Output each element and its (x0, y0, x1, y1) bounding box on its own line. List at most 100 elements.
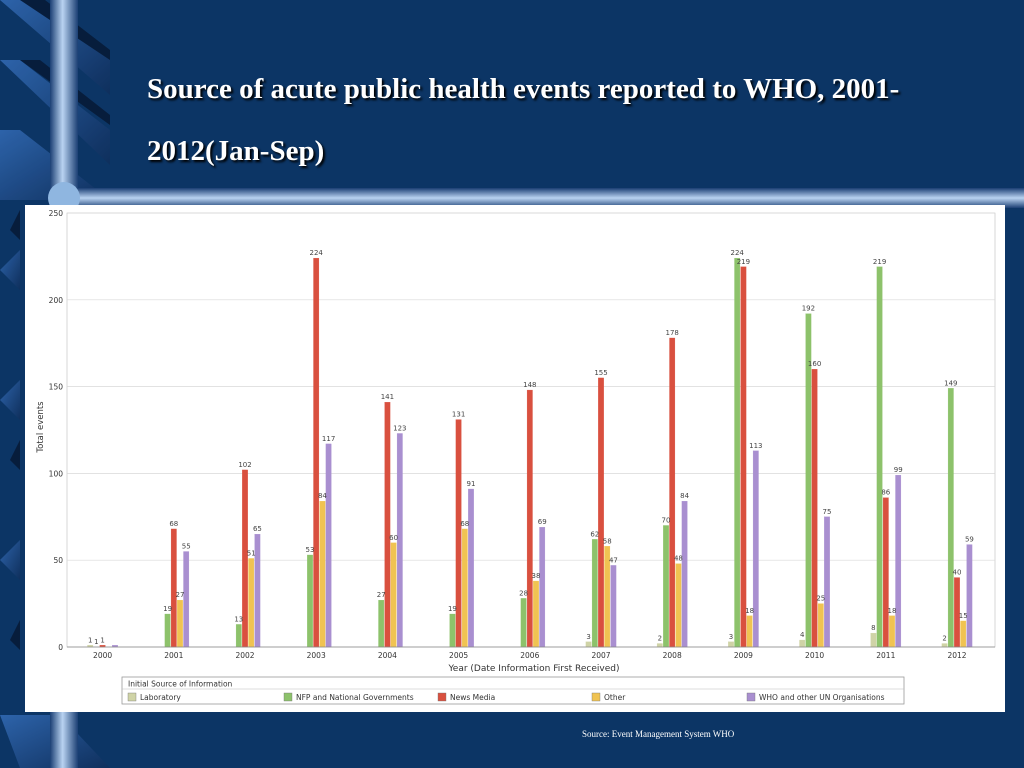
legend-label: News Media (450, 693, 495, 702)
legend-swatch (127, 692, 137, 702)
data-label: 19 (163, 605, 172, 613)
bar (533, 580, 539, 648)
data-label: 2 (942, 635, 946, 643)
x-tick-label: 2004 (378, 651, 397, 660)
data-label: 58 (603, 537, 612, 545)
x-tick-label: 2011 (876, 651, 895, 660)
data-label: 13 (234, 615, 243, 623)
bar (752, 450, 759, 648)
data-label: 27 (176, 591, 185, 599)
data-label: 99 (894, 466, 903, 474)
bar (313, 257, 320, 648)
data-label: 68 (169, 520, 178, 528)
data-label: 131 (452, 411, 465, 419)
legend-swatch (437, 692, 447, 702)
bar (882, 497, 889, 648)
data-label: 123 (393, 424, 406, 432)
y-tick-label: 50 (53, 556, 63, 565)
x-axis-label: Year (Date Information First Received) (447, 664, 619, 674)
data-label: 51 (247, 549, 256, 557)
bar (675, 563, 682, 648)
data-label: 84 (318, 492, 327, 500)
bar (526, 389, 533, 648)
bar (663, 525, 669, 648)
data-label: 40 (953, 569, 962, 577)
chart-data-labels: 1 3 2 3 482119135327192862702241922191491681… (88, 249, 974, 646)
x-tick-label: 2007 (591, 651, 610, 660)
bar (378, 599, 385, 648)
bar (384, 402, 391, 648)
data-label: 141 (381, 393, 394, 401)
data-label: 117 (322, 435, 335, 443)
y-tick-label: 0 (58, 643, 63, 652)
data-label: 8 (871, 624, 875, 632)
data-label: 1 (88, 636, 92, 644)
bar (811, 369, 818, 648)
data-label: 15 (959, 612, 968, 620)
legend-swatch (746, 692, 756, 702)
bar (598, 377, 604, 648)
bar (681, 501, 688, 648)
data-label: 53 (306, 546, 315, 554)
legend-label: NFP and National Governments (296, 693, 414, 702)
bar (870, 632, 877, 648)
bar (461, 528, 468, 648)
bar (610, 565, 617, 648)
x-tick-label: 2009 (734, 651, 753, 660)
bar (728, 641, 734, 648)
bar (799, 639, 806, 648)
data-label: 70 (662, 516, 671, 524)
y-tick-label: 250 (49, 209, 64, 218)
chart-bars (87, 257, 973, 648)
data-label: 27 (377, 591, 386, 599)
slide-title: Source of acute public health events rep… (147, 73, 900, 167)
data-label: 224 (310, 249, 324, 257)
data-label: 18 (888, 607, 897, 615)
data-label: 59 (965, 536, 974, 544)
x-tick-label: 2008 (663, 651, 682, 660)
chart-panel: 1 3 2 3 4 8 2 1 19 13 53 27 19 28 62 70 224 192 219 149 1 68 1… (25, 205, 1005, 712)
bar (307, 554, 313, 648)
data-label: 28 (519, 589, 528, 597)
data-label: 192 (802, 305, 815, 313)
data-label: 3 (729, 633, 733, 641)
data-label: 148 (523, 381, 536, 389)
data-label: 91 (467, 480, 476, 488)
chart-legend: Initial Source of Information Laboratory… (121, 676, 905, 705)
data-label: 38 (532, 572, 541, 580)
bar (539, 527, 546, 648)
data-label: 86 (881, 489, 890, 497)
data-label: 48 (674, 555, 683, 563)
bar (960, 620, 967, 648)
horizontal-pipe (62, 188, 1024, 208)
data-label: 62 (590, 530, 599, 538)
bar (895, 474, 902, 648)
data-label: 60 (389, 534, 398, 542)
data-label: 18 (745, 607, 754, 615)
x-tick-label: 2001 (164, 651, 183, 660)
bar-chart: 1 3 2 3 482119135327192862702241922191491681… (36, 209, 996, 705)
legend-label: Laboratory (140, 693, 181, 702)
bar (248, 558, 255, 648)
bar (746, 615, 753, 648)
bar (966, 544, 973, 648)
x-tick-label: 2002 (235, 651, 254, 660)
data-label: 113 (749, 442, 762, 450)
legend-label: WHO and other UN Organisations (759, 693, 885, 702)
data-label: 55 (182, 543, 191, 551)
y-tick-label: 150 (49, 383, 64, 392)
bar (740, 266, 747, 648)
bar (164, 613, 171, 648)
data-label: 149 (944, 379, 957, 387)
data-label: 224 (731, 249, 745, 257)
data-label: 65 (253, 525, 262, 533)
bar (734, 257, 741, 648)
data-label: 178 (666, 329, 679, 337)
y-tick-label: 200 (49, 296, 64, 305)
source-note: Source: Event Management System WHO (582, 729, 735, 739)
data-label: 155 (594, 369, 607, 377)
x-tick-label: 2006 (520, 651, 539, 660)
bar (170, 528, 177, 648)
legend-title: Initial Source of Information (128, 680, 233, 689)
y-tick-label: 100 (49, 469, 64, 478)
